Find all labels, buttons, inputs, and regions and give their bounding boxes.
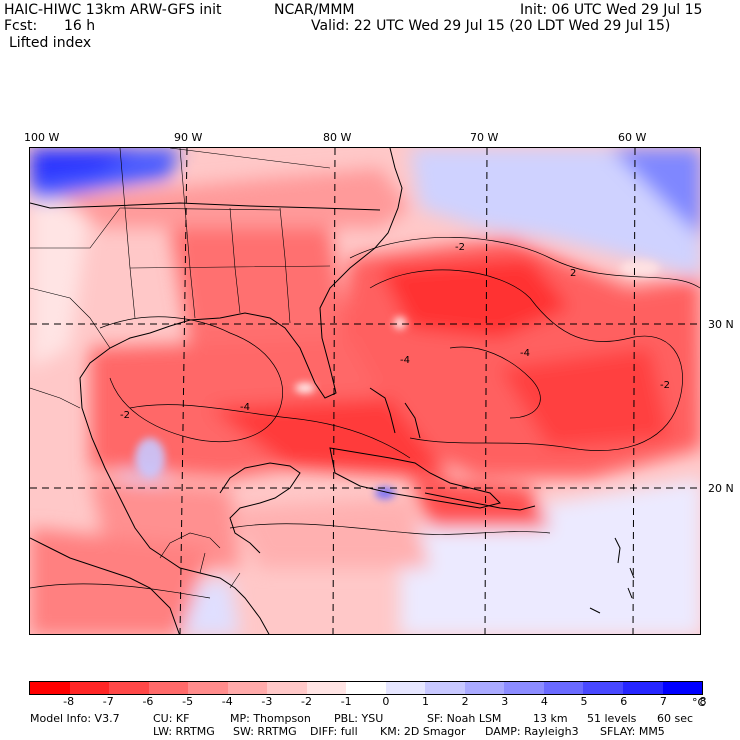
- lon-label-80w: 80 W: [323, 131, 352, 144]
- color-legend-swatch: [385, 682, 426, 694]
- color-legend-swatch: [109, 682, 149, 694]
- color-legend-swatch: [346, 682, 386, 694]
- color-legend-swatch: [148, 682, 189, 694]
- diffusion-setting: DIFF: full: [310, 725, 358, 738]
- color-legend-swatch: [306, 682, 347, 694]
- color-legend-tick: 4: [540, 695, 548, 708]
- field-name: Lifted index: [9, 35, 92, 51]
- color-legend-tick: 0: [382, 695, 390, 708]
- color-legend: [29, 681, 703, 695]
- contour-label: -4: [240, 402, 250, 413]
- color-legend-tick: 2: [461, 695, 469, 708]
- cumulus-scheme: CU: KF: [153, 712, 190, 725]
- surface-layer-setting: SFLAY: MM5: [600, 725, 665, 738]
- color-legend-swatch: [267, 682, 307, 694]
- color-legend-tick: -8: [63, 695, 75, 708]
- model-title: HAIC-HIWC 13km ARW-GFS init: [4, 2, 222, 18]
- contour-label: -2: [120, 410, 130, 421]
- color-legend-tick: 5: [580, 695, 588, 708]
- init-time: Init: 06 UTC Wed 29 Jul 15: [520, 2, 703, 18]
- shading-layer: [30, 148, 700, 634]
- color-legend-tick: -2: [301, 695, 312, 708]
- color-legend-tick: -6: [142, 695, 154, 708]
- color-legend-swatch: [425, 682, 465, 694]
- color-legend-unit: °C: [692, 696, 706, 709]
- color-legend-swatch: [543, 682, 584, 694]
- km-setting: KM: 2D Smagor: [380, 725, 466, 738]
- contour-label: -2: [455, 242, 465, 253]
- model-info: Model Info: V3.7: [30, 712, 120, 725]
- color-legend-tick: -5: [182, 695, 194, 708]
- color-legend-swatch: [622, 682, 663, 694]
- vertical-levels: 51 levels: [587, 712, 637, 725]
- time-step: 60 sec: [657, 712, 694, 725]
- damping-setting: DAMP: Rayleigh3: [485, 725, 579, 738]
- lat-lon-grid: [30, 148, 700, 634]
- pbl-scheme: PBL: YSU: [334, 712, 384, 725]
- shortwave-scheme: SW: RRTMG: [233, 725, 297, 738]
- color-legend-tick: 7: [659, 695, 667, 708]
- lat-label-20n: 20 N: [708, 482, 734, 495]
- color-legend-swatch: [69, 682, 110, 694]
- grid-resolution: 13 km: [533, 712, 568, 725]
- contour-label: -4: [400, 355, 410, 366]
- lat-label-30n: 30 N: [708, 318, 734, 331]
- map-canvas: -4 -2 -2 -4 2 -2 -4: [30, 148, 700, 634]
- color-legend-swatch: [188, 682, 228, 694]
- color-legend-swatch: [227, 682, 268, 694]
- forecast-label: Fcst:: [4, 18, 38, 34]
- color-legend-tick: -7: [102, 695, 114, 708]
- detail-shading: [135, 260, 660, 499]
- lon-label-100w: 100 W: [24, 131, 60, 144]
- color-legend-tick: 3: [501, 695, 509, 708]
- contour-label-group: -4 -2 -2 -4 2 -2 -4: [120, 242, 670, 421]
- color-legend-swatch: [583, 682, 623, 694]
- longwave-scheme: LW: RRTMG: [153, 725, 215, 738]
- contour-label: 2: [570, 268, 576, 279]
- contour-lines: [30, 236, 700, 599]
- forecast-hour: 16 h: [64, 18, 96, 34]
- color-legend-swatch: [464, 682, 505, 694]
- valid-time: Valid: 22 UTC Wed 29 Jul 15 (20 LDT Wed …: [311, 18, 671, 34]
- lon-label-90w: 90 W: [174, 131, 203, 144]
- contour-label: -2: [660, 380, 670, 391]
- political-borders: [30, 148, 331, 589]
- color-legend-swatch: [662, 682, 703, 694]
- lifted-index-map: -4 -2 -2 -4 2 -2 -4: [29, 147, 701, 635]
- coastlines: [30, 148, 635, 634]
- organization: NCAR/MMM: [274, 2, 355, 18]
- color-legend-tick: -3: [261, 695, 273, 708]
- color-legend-tick: 6: [620, 695, 628, 708]
- color-legend-swatch: [30, 682, 70, 694]
- color-legend-swatch: [504, 682, 544, 694]
- surface-scheme: SF: Noah LSM: [427, 712, 502, 725]
- color-legend-tick: 1: [421, 695, 429, 708]
- color-legend-tick: 8: [699, 695, 707, 708]
- microphysics-scheme: MP: Thompson: [230, 712, 311, 725]
- color-legend-tick: -1: [340, 695, 352, 708]
- lon-label-60w: 60 W: [618, 131, 647, 144]
- lon-label-70w: 70 W: [470, 131, 499, 144]
- contour-label: -4: [520, 348, 530, 359]
- color-legend-tick: -4: [221, 695, 233, 708]
